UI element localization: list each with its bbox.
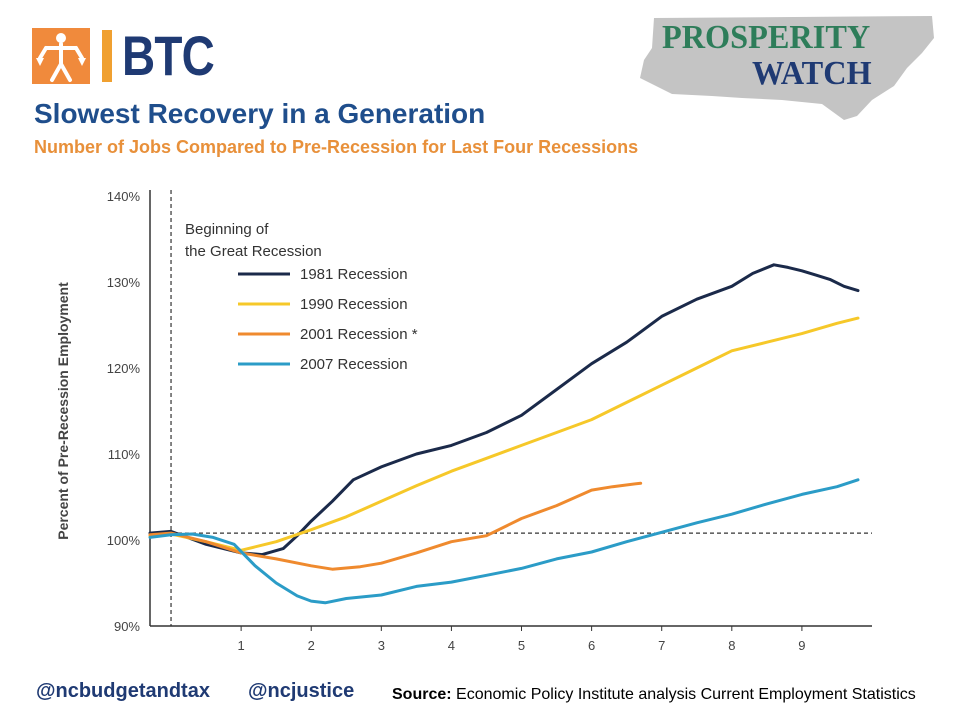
- btc-figure-icon: [32, 28, 90, 84]
- series-line-2: [148, 481, 643, 571]
- y-tick-label: 90%: [114, 619, 140, 634]
- x-tick-label: 2: [308, 638, 315, 653]
- btc-divider: [102, 30, 112, 82]
- nc-state-shape-icon: [640, 16, 934, 120]
- x-tick-label: 1: [238, 638, 245, 653]
- recovery-line-chart: 90% 100% 110% 120% 130% 140% 1 2 3 4 5 6 7 8 9 Percent …: [55, 189, 872, 653]
- x-tick-label: 3: [378, 638, 385, 653]
- series-line-3: [148, 478, 860, 605]
- y-tick-label: 100%: [107, 533, 141, 548]
- page-title: Slowest Recovery in a Generation: [34, 98, 486, 129]
- great-recession-annotation: Beginning of: [185, 221, 269, 238]
- twitter-handle-ncjustice[interactable]: @ncjustice: [248, 680, 355, 702]
- series-line-1: [148, 316, 860, 552]
- x-tick-label: 4: [448, 638, 455, 653]
- legend-label-1: 1990 Recession: [300, 296, 408, 313]
- watch-text: WATCH: [752, 55, 872, 92]
- prosperity-watch-logo: PROSPERITY WATCH: [632, 8, 942, 128]
- prosperity-text: PROSPERITY: [662, 19, 871, 56]
- source-text: Economic Policy Institute analysis Curre…: [451, 686, 916, 703]
- y-tick-label: 130%: [107, 275, 141, 290]
- great-recession-annotation: the Great Recession: [185, 243, 322, 260]
- page-subtitle: Number of Jobs Compared to Pre-Recession…: [34, 137, 639, 157]
- x-tick-label: 6: [588, 638, 595, 653]
- y-tick-label: 140%: [107, 189, 141, 204]
- x-tick-label: 8: [728, 638, 735, 653]
- source-note: Source: Economic Policy Institute analys…: [392, 686, 916, 704]
- btc-wordmark: BTC: [122, 24, 215, 87]
- source-label: Source:: [392, 686, 452, 703]
- twitter-handle-ncbudgetandtax[interactable]: @ncbudgetandtax: [36, 680, 210, 702]
- x-tick-label: 7: [658, 638, 665, 653]
- y-axis-label: Percent of Pre-Recession Employment: [55, 282, 71, 540]
- x-tick-label: 5: [518, 638, 525, 653]
- btc-logo: BTC: [32, 24, 232, 87]
- y-tick-label: 110%: [108, 447, 141, 462]
- legend-label-3: 2007 Recession: [300, 356, 408, 373]
- series-line-0: [148, 263, 860, 557]
- legend-label-2: 2001 Recession *: [300, 326, 418, 343]
- legend-label-0: 1981 Recession: [300, 266, 408, 283]
- y-tick-label: 120%: [107, 361, 141, 376]
- x-tick-label: 9: [798, 638, 805, 653]
